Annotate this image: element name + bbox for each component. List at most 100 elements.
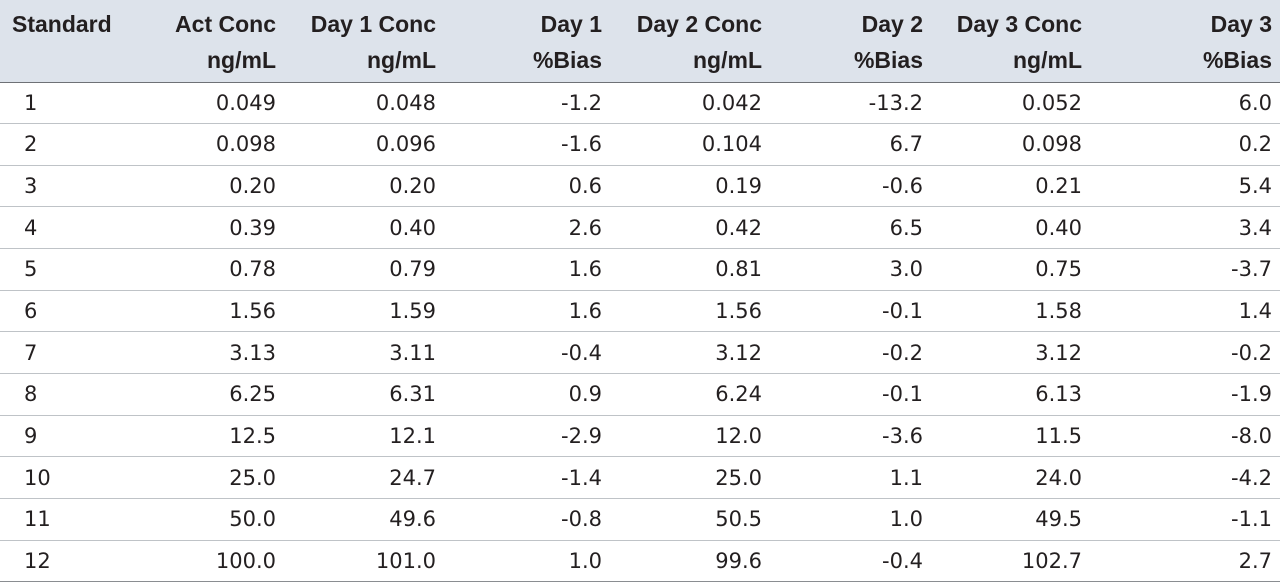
cell-day1-bias: -1.2: [561, 90, 602, 115]
cell-standard: 10: [24, 465, 51, 490]
cell-day3-conc: 49.5: [1035, 507, 1082, 532]
cell-day1-conc: 6.31: [389, 382, 436, 407]
cell-day2-bias: -13.2: [868, 90, 923, 115]
cell-day3-bias: 5.4: [1238, 174, 1272, 199]
header-day2-bias: Day 2 %Bias: [853, 10, 923, 73]
cell-day1-bias: 1.0: [568, 549, 602, 574]
cell-day3-conc: 0.052: [1021, 90, 1082, 115]
cell-day3-bias: 1.4: [1238, 299, 1272, 324]
cell-day3-bias: -0.2: [1231, 340, 1272, 365]
cell-day2-bias: -3.6: [882, 424, 923, 449]
cell-day1-bias: -2.9: [561, 424, 602, 449]
table-row: 3 0.20 0.20 0.6 0.19 -0.6 0.21 5.4: [0, 165, 1280, 207]
cell-day2-bias: -0.6: [882, 174, 923, 199]
cell-day1-bias: 2.6: [568, 215, 602, 240]
cell-standard: 6: [24, 299, 38, 324]
cell-day1-conc: 101.0: [375, 549, 436, 574]
table-row: 6 1.56 1.59 1.6 1.56 -0.1 1.58 1.4: [0, 290, 1280, 332]
cell-day3-conc: 0.40: [1035, 215, 1082, 240]
cell-day2-conc: 0.42: [715, 215, 762, 240]
table-row: 1 0.049 0.048 -1.2 0.042 -13.2 0.052 6.0: [0, 82, 1280, 124]
cell-standard: 1: [24, 90, 38, 115]
cell-day2-bias: 6.7: [889, 132, 923, 157]
cell-day1-bias: -0.8: [561, 507, 602, 532]
cell-day2-conc: 3.12: [715, 340, 762, 365]
cell-day3-bias: 2.7: [1238, 549, 1272, 574]
cell-day1-conc: 1.59: [389, 299, 436, 324]
cell-day3-conc: 11.5: [1035, 424, 1082, 449]
cell-day3-conc: 0.21: [1035, 174, 1082, 199]
cell-standard: 9: [24, 424, 38, 449]
cell-day1-conc: 3.11: [389, 340, 436, 365]
cell-day2-conc: 0.19: [715, 174, 762, 199]
cell-day2-conc: 25.0: [715, 465, 762, 490]
table-row: 8 6.25 6.31 0.9 6.24 -0.1 6.13 -1.9: [0, 373, 1280, 416]
table-body: 1 0.049 0.048 -1.2 0.042 -13.2 0.052 6.0 2 0.098 0…: [0, 82, 1280, 582]
cell-act-conc: 25.0: [229, 465, 276, 490]
cell-day1-conc: 0.40: [389, 215, 436, 240]
cell-day1-conc: 0.096: [375, 132, 436, 157]
cell-act-conc: 50.0: [229, 507, 276, 532]
cell-standard: 7: [24, 340, 38, 365]
cell-day2-bias: 1.0: [889, 507, 923, 532]
cell-act-conc: 0.098: [215, 132, 276, 157]
cell-day3-bias: -3.7: [1231, 257, 1272, 282]
cell-act-conc: 6.25: [229, 382, 276, 407]
cell-day2-bias: -0.1: [882, 382, 923, 407]
cell-day3-bias: -1.9: [1231, 382, 1272, 407]
table-row: 9 12.5 12.1 -2.9 12.0 -3.6 11.5 -8.0: [0, 415, 1280, 457]
header-day1-bias: Day 1 %Bias: [532, 10, 602, 73]
cell-day2-conc: 99.6: [715, 549, 762, 574]
cell-day3-conc: 1.58: [1035, 299, 1082, 324]
cell-day3-bias: -8.0: [1231, 424, 1272, 449]
cell-day2-bias: -0.2: [882, 340, 923, 365]
cell-act-conc: 3.13: [229, 340, 276, 365]
cell-act-conc: 0.78: [229, 257, 276, 282]
cell-day2-conc: 12.0: [715, 424, 762, 449]
cell-day2-conc: 6.24: [715, 382, 762, 407]
cell-day2-bias: 3.0: [889, 257, 923, 282]
cell-act-conc: 12.5: [229, 424, 276, 449]
cell-standard: 5: [24, 257, 38, 282]
cell-day2-conc: 1.56: [715, 299, 762, 324]
header-row: Standard Act Conc ng/mL Day 1 Conc ng/mL…: [0, 0, 1280, 82]
cell-day3-bias: 0.2: [1238, 132, 1272, 157]
cell-day1-bias: 1.6: [568, 299, 602, 324]
cell-day3-bias: -1.1: [1231, 507, 1272, 532]
cell-standard: 12: [24, 549, 51, 574]
cell-act-conc: 0.049: [215, 90, 276, 115]
cell-day1-conc: 49.6: [389, 507, 436, 532]
cell-act-conc: 0.39: [229, 215, 276, 240]
cell-day1-conc: 12.1: [389, 424, 436, 449]
table-row: 10 25.0 24.7 -1.4 25.0 1.1 24.0 -4.2: [0, 456, 1280, 499]
cell-act-conc: 0.20: [229, 174, 276, 199]
cell-day1-bias: 1.6: [568, 257, 602, 282]
cell-day1-bias: 0.9: [568, 382, 602, 407]
cell-day3-conc: 0.75: [1035, 257, 1082, 282]
cell-day3-conc: 6.13: [1035, 382, 1082, 407]
cell-day3-bias: 6.0: [1238, 90, 1272, 115]
cell-day2-conc: 0.104: [701, 132, 762, 157]
cell-day3-bias: -4.2: [1231, 465, 1272, 490]
cell-day3-conc: 0.098: [1021, 132, 1082, 157]
cell-day2-bias: 6.5: [889, 215, 923, 240]
table-row: 7 3.13 3.11 -0.4 3.12 -0.2 3.12 -0.2: [0, 331, 1280, 374]
header-day3-bias: Day 3 %Bias: [1202, 10, 1272, 73]
cell-standard: 3: [24, 174, 38, 199]
table-row: 2 0.098 0.096 -1.6 0.104 6.7 0.098 0.2: [0, 123, 1280, 166]
cell-day1-bias: -1.6: [561, 132, 602, 157]
table-row: 4 0.39 0.40 2.6 0.42 6.5 0.40 3.4: [0, 206, 1280, 249]
cell-day1-conc: 0.79: [389, 257, 436, 282]
cell-standard: 4: [24, 215, 38, 240]
cell-day1-bias: -1.4: [561, 465, 602, 490]
cell-day2-bias: -0.1: [882, 299, 923, 324]
cell-day1-bias: -0.4: [561, 340, 602, 365]
table-row: 12 100.0 101.0 1.0 99.6 -0.4 102.7 2.7: [0, 540, 1280, 582]
cell-day1-bias: 0.6: [568, 174, 602, 199]
header-standard: Standard: [12, 11, 112, 37]
cell-act-conc: 1.56: [229, 299, 276, 324]
cell-day2-conc: 0.042: [701, 90, 762, 115]
header-day2-conc: Day 2 Conc ng/mL: [636, 10, 762, 73]
header-day3-conc: Day 3 Conc ng/mL: [956, 10, 1082, 73]
